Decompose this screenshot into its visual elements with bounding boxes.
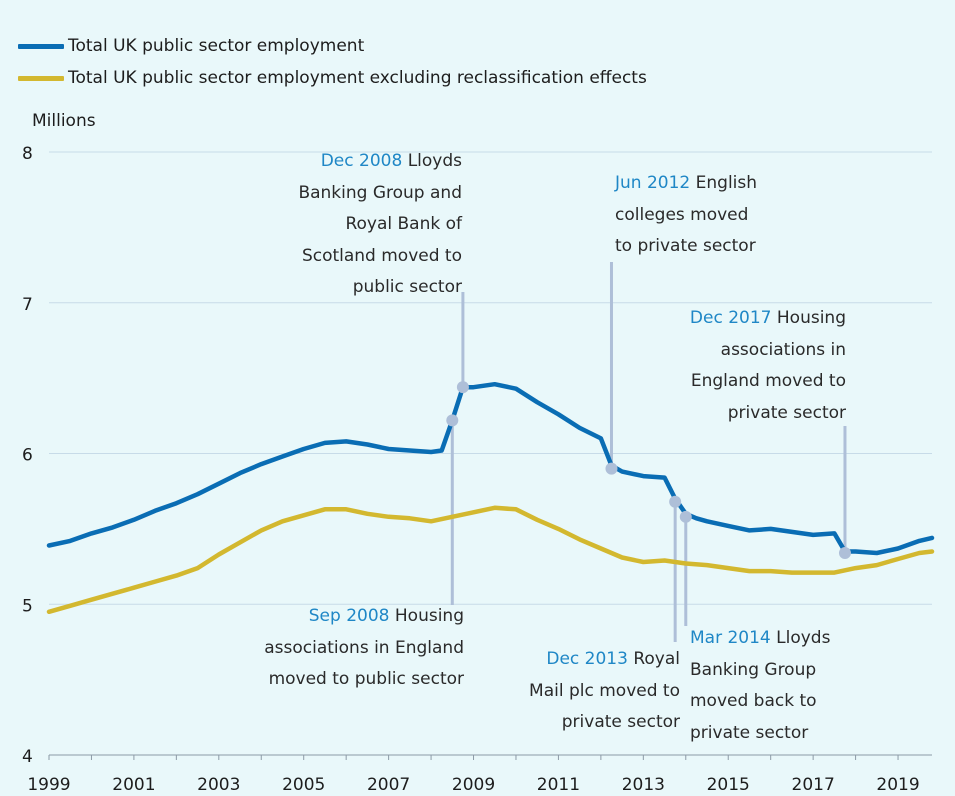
annotation-line: Lloyds [776,628,831,648]
annotation-line: associations in [720,339,846,360]
annotation-line: moved back to [690,691,817,711]
annotation-line: moved to public sector [268,669,464,689]
legend-swatch-excluding [18,75,64,81]
annotation-date: Dec 2013 [546,649,628,669]
legend-item-total: Total UK public sector employment [18,30,647,62]
annotation-marker [669,495,682,508]
annotation-line: England moved to [690,371,846,391]
annotation-dec-2008: Dec 2008 Lloyds Banking Group and Royal … [200,146,462,304]
series-line-total [46,381,935,556]
x-tick-label: 2005 [282,775,325,795]
annotation-line: English [695,173,758,193]
y-tick-label: 7 [22,295,33,315]
legend: Total UK public sector employment Total … [18,30,647,94]
annotation-line: Lloyds [407,151,462,171]
annotation-mar-2014: Mar 2014 Lloyds Banking Group moved back… [690,623,930,749]
x-tick-label: 1999 [27,775,70,795]
x-tick-label: 2011 [537,775,580,795]
y-tick-label: 6 [22,446,33,466]
x-tick-label: 2019 [876,775,919,795]
y-tick-label: 4 [22,747,33,767]
y-tick-label: 8 [22,144,33,164]
annotation-line: to private sector [615,236,756,256]
annotation-date: Dec 2017 [689,308,772,328]
series-line-excluding [46,505,935,615]
annotation-sep-2008: Sep 2008 Housing associations in England… [140,601,464,696]
annotation-line: associations in England [264,637,464,658]
annotation-date: Jun 2012 [615,173,691,193]
annotation-line: Housing [776,308,846,328]
x-tick-label: 2001 [112,775,155,795]
annotation-jun-2012: Jun 2012 English colleges moved to priva… [615,168,855,263]
annotation-line: Banking Group and [298,182,462,203]
legend-swatch-total [18,43,64,49]
x-tick-label: 2009 [452,775,495,795]
annotation-date: Sep 2008 [308,606,390,626]
annotation-line: Royal Bank of [345,214,462,234]
annotation-date: Mar 2014 [690,628,771,648]
annotation-marker [446,414,459,427]
legend-label-excluding: Total UK public sector employment exclud… [68,68,647,88]
annotation-line: colleges moved [615,204,749,225]
annotation-line: Housing [394,606,464,626]
x-tick-label: 2007 [367,775,410,795]
x-tick-label: 2013 [622,775,665,795]
y-tick-label: 5 [22,596,33,616]
annotation-marker [679,510,692,523]
annotation-line: Mail plc moved to [529,680,680,701]
annotation-line: private sector [561,712,680,732]
annotation-line: Royal [633,649,680,669]
annotation-line: private sector [727,402,846,423]
annotation-marker [838,546,851,559]
annotation-marker [605,462,618,475]
annotation-line: Scotland moved to [301,245,462,266]
annotation-marker [456,381,469,394]
y-axis-unit-label: Millions [32,111,96,131]
x-tick-label: 2017 [792,775,835,795]
x-tick-label: 2015 [707,775,750,795]
legend-label-total: Total UK public sector employment [68,36,365,56]
annotation-date: Dec 2008 [320,151,403,171]
x-tick-label: 2003 [197,775,240,795]
legend-item-excluding: Total UK public sector employment exclud… [18,62,647,94]
annotation-line: Banking Group [690,659,817,680]
annotation-dec-2013: Dec 2013 Royal Mail plc moved to private… [460,644,680,739]
annotation-line: public sector [352,277,462,297]
annotation-dec-2017: Dec 2017 Housing associations in England… [600,303,846,429]
annotation-line: private sector [690,722,809,743]
